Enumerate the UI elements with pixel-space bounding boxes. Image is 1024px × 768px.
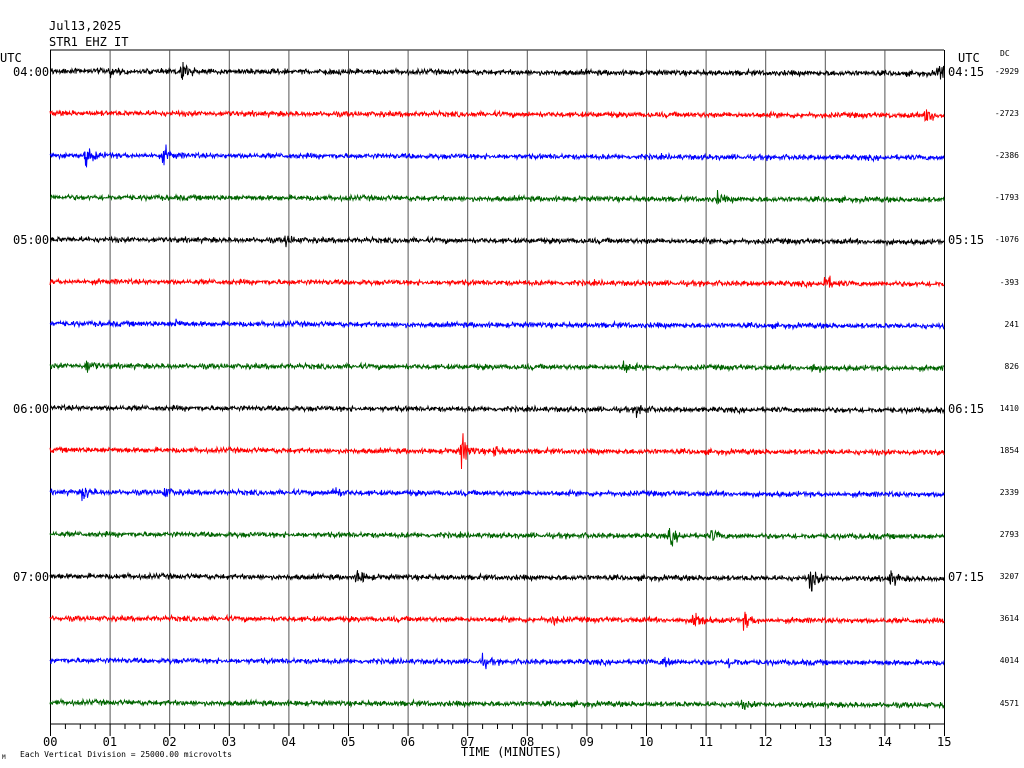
x-tick-label: 00 xyxy=(43,735,58,749)
dc-value: 2793 xyxy=(999,530,1019,540)
seismic-trace xyxy=(49,61,945,80)
seismic-trace xyxy=(49,487,945,502)
station-title: STR1 EHZ IT xyxy=(49,35,129,49)
dc-value: 1854 xyxy=(999,445,1019,455)
x-tick-label: 10 xyxy=(639,735,654,749)
x-axis-label: TIME (MINUTES) xyxy=(461,745,563,759)
seismic-trace xyxy=(49,109,945,122)
left-hour-label: 07:00 xyxy=(13,570,50,584)
dc-value: 4014 xyxy=(999,656,1019,666)
right-utc-label: UTC xyxy=(958,51,980,65)
seismic-trace xyxy=(49,527,945,547)
dc-value: 826 xyxy=(1004,361,1019,371)
x-tick-label: 05 xyxy=(341,735,356,749)
seismic-trace xyxy=(49,403,945,418)
seismic-trace xyxy=(49,697,945,710)
x-tick-label: 14 xyxy=(877,735,892,749)
seismic-trace xyxy=(49,433,945,470)
dc-value: -1793 xyxy=(994,193,1019,203)
right-hour-label: 07:15 xyxy=(948,570,985,584)
dc-value: -1076 xyxy=(994,235,1019,245)
x-tick-label: 01 xyxy=(102,735,118,749)
right-hour-label: 04:15 xyxy=(948,65,985,79)
dc-value: 3207 xyxy=(999,572,1019,582)
dc-value: -2723 xyxy=(994,109,1019,119)
x-tick-label: 12 xyxy=(758,735,773,749)
trace-layer xyxy=(49,61,945,710)
seismic-trace xyxy=(49,318,945,331)
x-tick-label: 04 xyxy=(281,735,296,749)
left-utc-label: UTC xyxy=(0,51,22,65)
seismic-trace xyxy=(49,611,945,631)
seismic-trace xyxy=(49,144,945,168)
dc-value: -2386 xyxy=(994,151,1019,161)
tick-layer xyxy=(50,723,945,736)
x-tick-label: 11 xyxy=(698,735,714,749)
seismic-trace xyxy=(49,570,945,592)
x-tick-label: 13 xyxy=(817,735,833,749)
left-hour-label: 04:00 xyxy=(13,65,50,79)
x-tick-label: 09 xyxy=(579,735,594,749)
x-tick-label: 06 xyxy=(400,735,416,749)
date-title: Jul13,2025 xyxy=(49,19,122,33)
left-hour-label: 06:00 xyxy=(13,402,50,416)
scale-note: Each Vertical Division = 25000.00 microv… xyxy=(20,750,232,759)
seismic-trace xyxy=(49,360,945,373)
dc-value: 3614 xyxy=(999,614,1019,624)
grid-layer xyxy=(50,49,945,724)
seismic-trace xyxy=(49,652,945,670)
seismic-trace xyxy=(49,235,945,248)
x-tick-label: 02 xyxy=(162,735,177,749)
dc-value: 4571 xyxy=(999,698,1019,708)
dc-value: 1410 xyxy=(999,403,1019,413)
dc-value: 241 xyxy=(1004,319,1019,329)
seismic-trace xyxy=(49,190,945,206)
corner-mark: M xyxy=(2,754,6,761)
dc-value: 2339 xyxy=(999,488,1019,497)
x-tick-label: 15 xyxy=(937,735,952,749)
x-tick-label: 08 xyxy=(519,735,535,749)
right-hour-label: 06:15 xyxy=(948,402,985,416)
dc-value: -2929 xyxy=(994,67,1019,76)
dc-header: DC xyxy=(1000,49,1010,58)
x-tick-label: 03 xyxy=(221,735,237,749)
dc-value: -393 xyxy=(999,277,1019,287)
right-hour-label: 05:15 xyxy=(948,233,985,247)
x-tick-label: 07 xyxy=(460,735,475,749)
seismic-trace xyxy=(49,275,945,289)
left-hour-label: 05:00 xyxy=(13,233,50,247)
